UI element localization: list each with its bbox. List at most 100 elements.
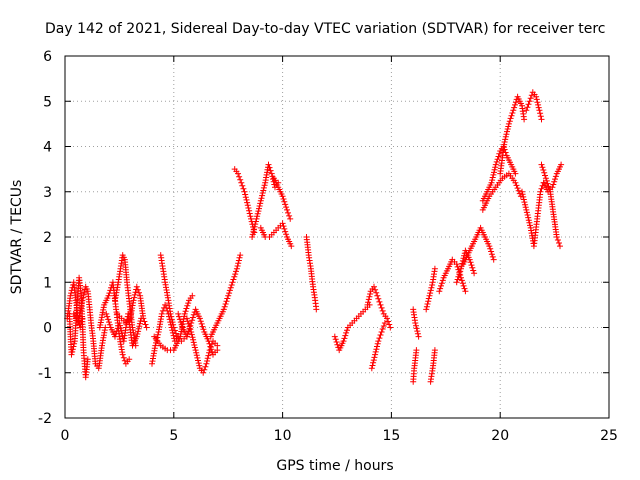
data-point	[510, 107, 517, 114]
data-point	[237, 252, 244, 259]
data-point	[287, 215, 294, 222]
data-point	[509, 110, 516, 116]
y-tick-label: 2	[43, 230, 52, 246]
data-point	[535, 101, 542, 108]
data-point	[103, 310, 110, 317]
data-point	[453, 279, 460, 286]
data-point	[537, 110, 544, 117]
data-point	[190, 336, 197, 343]
data-point	[488, 251, 495, 258]
data-point	[413, 325, 420, 332]
data-point	[387, 324, 394, 331]
data-point	[178, 321, 185, 328]
data-point	[136, 289, 142, 296]
data-point	[225, 292, 232, 299]
data-point	[460, 255, 467, 262]
data-point	[131, 291, 138, 298]
data-point	[260, 184, 267, 191]
data-point	[538, 185, 545, 192]
data-point	[254, 210, 261, 217]
data-point	[84, 356, 91, 363]
data-point	[367, 291, 374, 297]
data-point	[525, 101, 532, 108]
data-point	[333, 339, 340, 345]
data-point	[191, 344, 198, 351]
data-point	[332, 336, 339, 343]
data-point	[378, 304, 385, 311]
data-point	[493, 158, 500, 165]
data-point	[279, 193, 286, 200]
data-point	[428, 284, 435, 291]
data-point	[512, 101, 518, 108]
series-arc-11	[175, 306, 221, 358]
data-point	[533, 96, 540, 103]
data-point	[520, 193, 527, 200]
data-point	[193, 352, 200, 359]
data-point	[537, 188, 544, 195]
data-point	[527, 95, 534, 102]
data-point	[502, 133, 509, 140]
data-point	[196, 315, 203, 322]
data-point	[282, 228, 289, 235]
data-point	[541, 169, 548, 176]
data-point	[135, 325, 142, 332]
data-point	[556, 240, 562, 246]
data-point	[552, 176, 558, 183]
data-point	[492, 164, 499, 171]
data-point	[491, 166, 498, 173]
data-point	[534, 99, 541, 106]
series-arc-13	[231, 166, 258, 236]
data-point	[245, 205, 252, 211]
data-point	[259, 192, 266, 199]
data-point	[70, 343, 77, 350]
data-point	[207, 343, 214, 350]
data-points	[64, 89, 565, 385]
data-point	[375, 295, 382, 302]
series-arc-34	[540, 161, 565, 195]
data-point	[231, 273, 238, 280]
data-point	[67, 292, 74, 299]
data-point	[545, 183, 552, 190]
series-arc-12	[207, 252, 244, 340]
data-point	[284, 206, 290, 213]
data-point	[176, 316, 183, 323]
data-point	[234, 263, 241, 269]
data-point	[185, 328, 192, 335]
data-point	[253, 215, 260, 222]
data-point	[229, 279, 236, 286]
data-point	[206, 340, 213, 347]
data-point	[133, 333, 140, 340]
data-point	[558, 161, 565, 168]
data-point	[136, 320, 143, 327]
data-point	[235, 257, 242, 264]
data-point	[431, 265, 438, 272]
data-point	[183, 333, 190, 340]
data-point	[198, 320, 205, 327]
data-point	[226, 287, 233, 294]
data-point	[181, 310, 188, 317]
data-point	[120, 354, 127, 361]
data-point	[494, 156, 501, 163]
data-point	[423, 303, 430, 310]
data-point	[512, 99, 519, 106]
data-point	[374, 292, 381, 299]
data-point	[112, 330, 119, 337]
data-point	[280, 223, 287, 230]
data-point	[188, 331, 195, 338]
data-point	[283, 204, 290, 211]
data-point	[371, 283, 377, 290]
data-point	[168, 316, 175, 323]
data-point	[554, 237, 561, 243]
data-point	[380, 323, 387, 329]
data-point	[520, 196, 527, 203]
data-point	[240, 185, 247, 192]
data-point	[158, 310, 165, 317]
data-point	[423, 306, 430, 313]
data-point	[538, 161, 545, 168]
data-point	[412, 320, 419, 326]
data-point	[413, 347, 420, 354]
data-point	[252, 218, 259, 225]
data-point	[220, 306, 227, 313]
data-point	[553, 234, 560, 240]
data-point	[489, 174, 496, 181]
